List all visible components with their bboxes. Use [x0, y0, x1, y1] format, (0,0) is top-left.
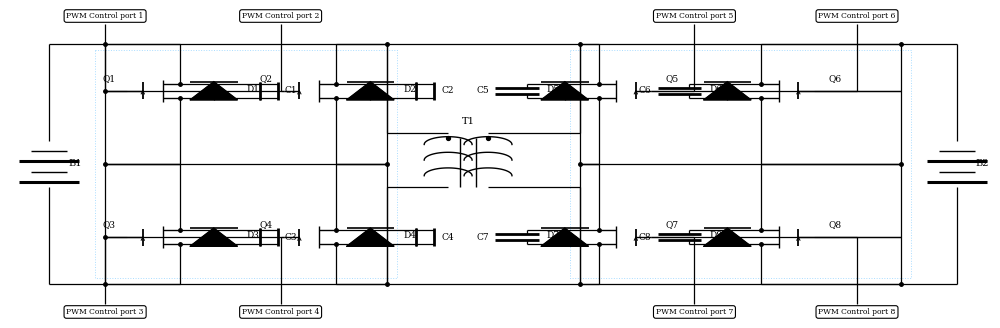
Text: C4: C4 [441, 233, 454, 242]
Text: PWM Control port 6: PWM Control port 6 [818, 12, 896, 20]
Text: PWM Control port 8: PWM Control port 8 [818, 308, 896, 316]
Text: C3: C3 [285, 233, 297, 242]
Text: D1: D1 [247, 85, 260, 94]
Polygon shape [190, 228, 238, 246]
Polygon shape [704, 228, 751, 246]
Polygon shape [541, 82, 589, 100]
Polygon shape [347, 82, 394, 100]
Text: D5: D5 [547, 85, 560, 94]
Polygon shape [347, 228, 394, 246]
Text: T1: T1 [462, 116, 475, 126]
Text: Q8: Q8 [829, 220, 842, 229]
Text: Q2: Q2 [259, 74, 272, 83]
Text: Q6: Q6 [829, 74, 842, 83]
Text: B1: B1 [68, 159, 82, 169]
Text: Q5: Q5 [666, 74, 679, 83]
Text: PWM Control port 1: PWM Control port 1 [66, 12, 144, 20]
Text: Q1: Q1 [103, 74, 116, 83]
Text: C1: C1 [285, 86, 297, 95]
Text: PWM Control port 3: PWM Control port 3 [66, 308, 144, 316]
Text: D2: D2 [403, 85, 416, 94]
Polygon shape [190, 82, 238, 100]
Text: Q4: Q4 [259, 220, 272, 229]
Text: C2: C2 [441, 86, 454, 95]
Text: D6: D6 [709, 85, 722, 94]
Text: D7: D7 [547, 231, 560, 240]
Text: Q7: Q7 [666, 220, 679, 229]
Text: PWM Control port 2: PWM Control port 2 [242, 12, 319, 20]
Text: B2: B2 [976, 159, 989, 169]
Polygon shape [541, 228, 589, 246]
Text: Q3: Q3 [103, 220, 116, 229]
Text: PWM Control port 4: PWM Control port 4 [242, 308, 319, 316]
Text: C8: C8 [639, 233, 652, 242]
Text: PWM Control port 5: PWM Control port 5 [656, 12, 733, 20]
Text: D4: D4 [403, 231, 416, 240]
Text: C6: C6 [639, 86, 652, 95]
Text: D3: D3 [247, 231, 260, 240]
Text: C7: C7 [476, 233, 489, 242]
Polygon shape [704, 82, 751, 100]
Text: PWM Control port 7: PWM Control port 7 [656, 308, 733, 316]
Text: C5: C5 [476, 86, 489, 95]
Text: D8: D8 [709, 231, 722, 240]
